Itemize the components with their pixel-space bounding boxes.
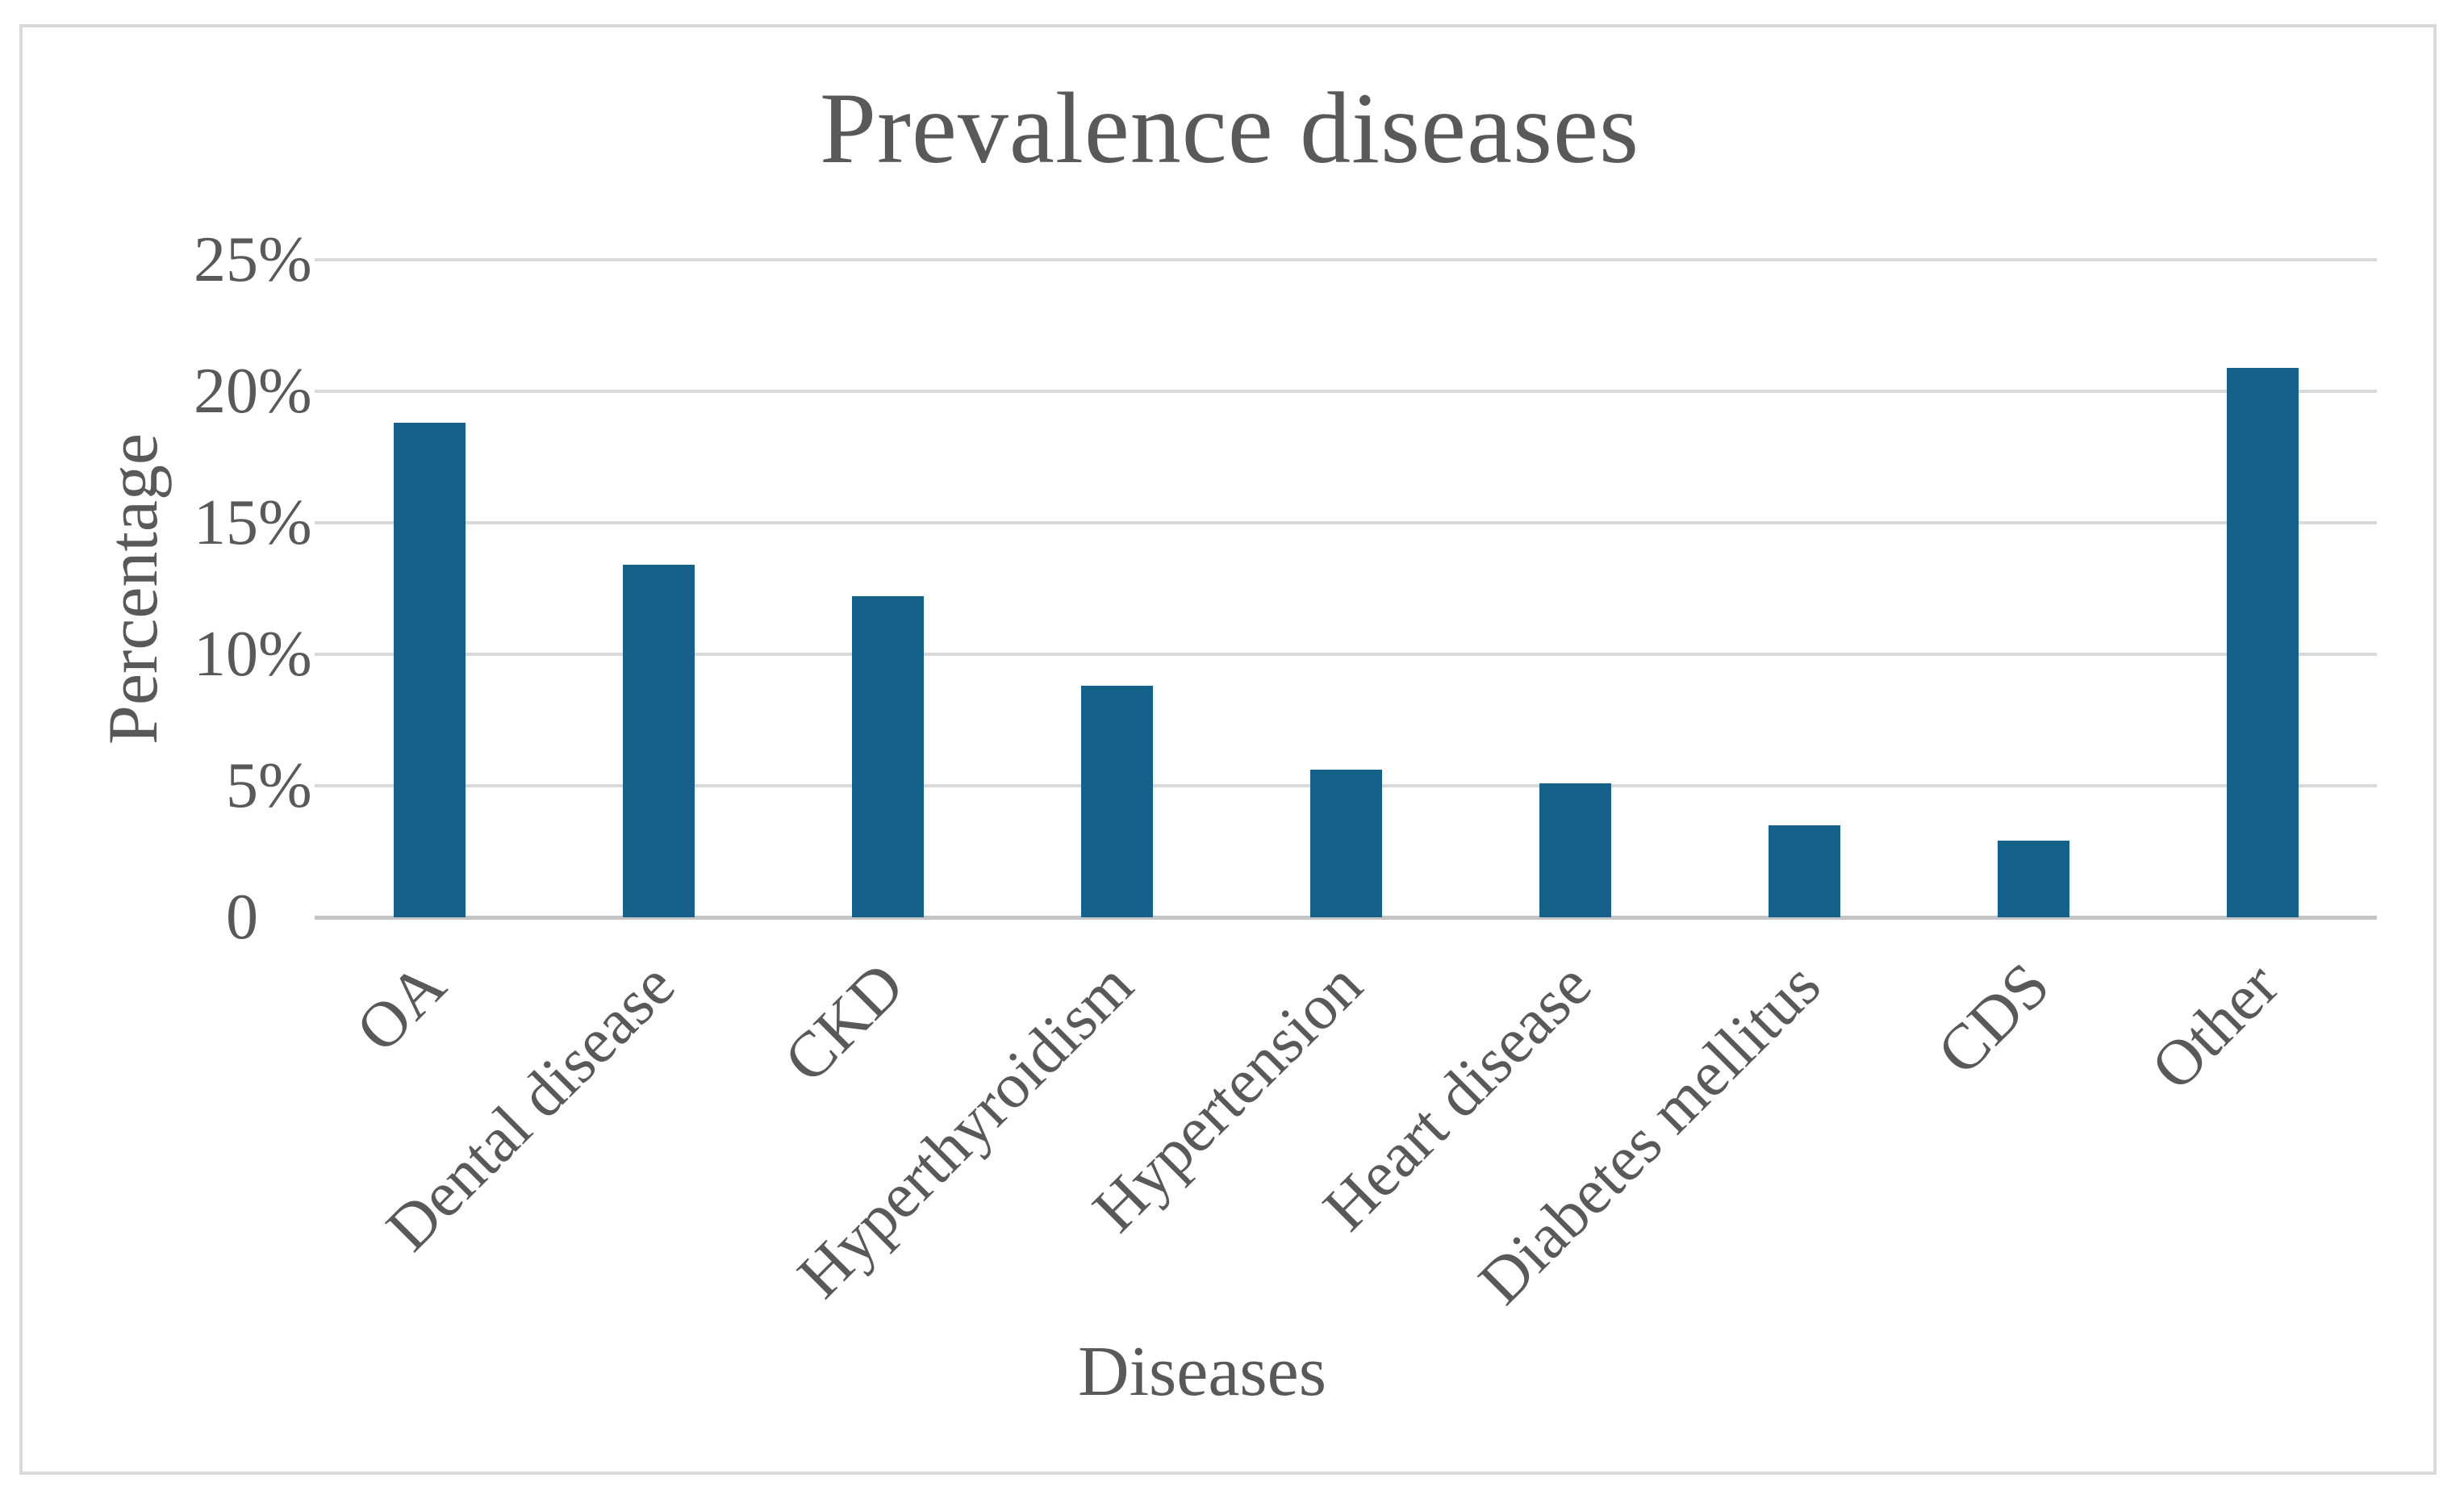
- bar-other: [2226, 367, 2299, 917]
- y-tick-label-5%: 5%: [226, 750, 312, 821]
- y-tick-label-0: 0: [226, 882, 258, 953]
- bar-oa: [393, 423, 466, 917]
- bar-cds: [1997, 841, 2069, 917]
- bar-heart-disease: [1539, 783, 1611, 917]
- gridline-15%: [315, 521, 2377, 524]
- y-tick-label-20%: 20%: [194, 356, 312, 427]
- y-tick-label-25%: 25%: [194, 224, 312, 295]
- gridline-10%: [315, 653, 2377, 656]
- y-tick-label-15%: 15%: [194, 487, 312, 558]
- bar-hypertension: [1309, 770, 1382, 917]
- y-tick-label-10%: 10%: [194, 619, 312, 690]
- bar-ckd: [851, 596, 924, 917]
- chart-title: Prevalence diseases: [819, 73, 1640, 185]
- bar-diabetes-mellitus: [1768, 825, 1840, 917]
- gridline-20%: [315, 390, 2377, 393]
- x-axis-line: [315, 916, 2377, 920]
- bar-dental-disease: [622, 565, 695, 917]
- gridline-25%: [315, 258, 2377, 261]
- x-axis-title: Diseases: [1078, 1333, 1326, 1411]
- bar-hyperthyroidism: [1080, 686, 1153, 917]
